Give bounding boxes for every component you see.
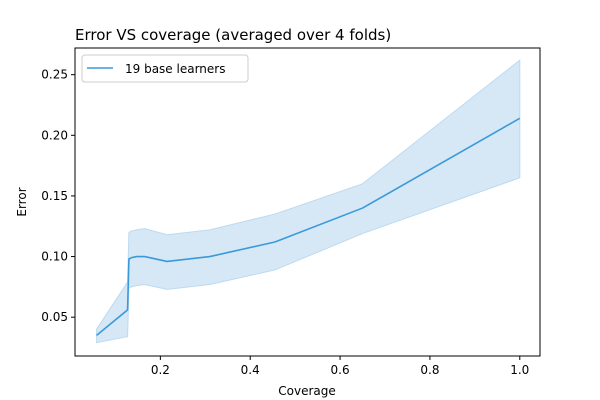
plot-frame	[74, 47, 541, 357]
series-line-0	[96, 117, 521, 337]
y-tick-label: 0.10	[41, 250, 68, 264]
x-tick-label: 0.6	[331, 363, 350, 377]
x-axis-label: Coverage	[278, 384, 336, 398]
confidence-band	[96, 59, 521, 344]
x-tick-label: 0.8	[420, 363, 439, 377]
x-tick-label: 1.0	[510, 363, 529, 377]
legend-box	[81, 54, 249, 83]
plot-area	[96, 59, 521, 344]
legend: 19 base learners	[81, 54, 249, 83]
y-tick-label: 0.25	[41, 68, 68, 82]
x-axis: 0.2 0.4 0.6 0.8 1.0	[151, 356, 529, 377]
y-axis: 0.05 0.10 0.15 0.20 0.25	[41, 68, 75, 324]
y-tick-label: 0.15	[41, 189, 68, 203]
x-tick-label: 0.4	[241, 363, 260, 377]
y-tick-label: 0.05	[41, 310, 68, 324]
y-axis-label: Error	[15, 187, 29, 216]
x-tick-label: 0.2	[151, 363, 170, 377]
chart-title: Error VS coverage (averaged over 4 folds…	[75, 26, 391, 44]
y-tick-label: 0.20	[41, 128, 68, 142]
legend-label: 19 base learners	[125, 62, 225, 76]
